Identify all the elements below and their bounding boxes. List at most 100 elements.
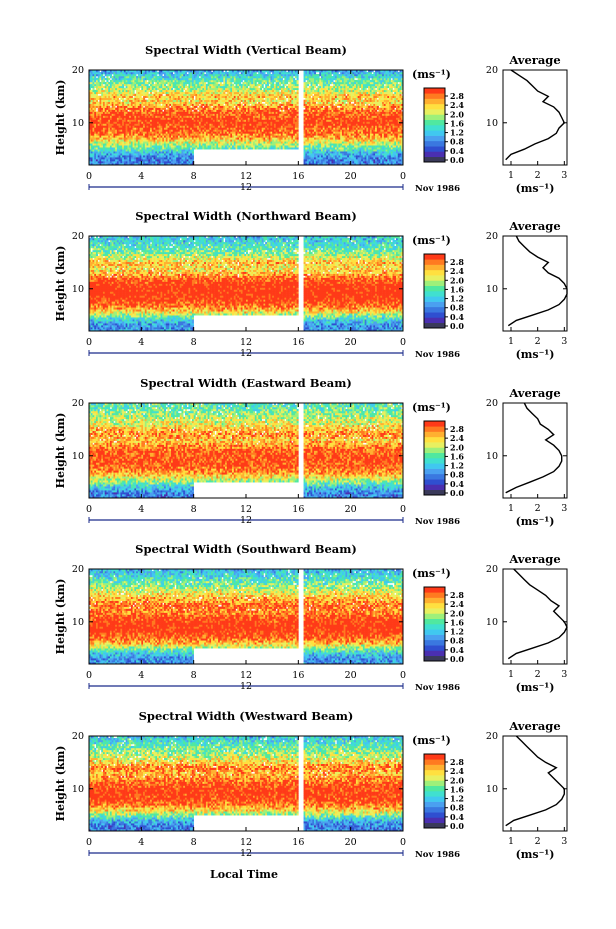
- heatmap-cell: [326, 155, 328, 157]
- heatmap-cell: [384, 153, 386, 155]
- heatmap-cell: [188, 157, 190, 159]
- heatmap-cell: [307, 153, 309, 155]
- heatmap-cell: [180, 157, 182, 159]
- heatmap-cell: [129, 153, 131, 155]
- heatmap-cell: [318, 151, 320, 153]
- heatmap-cell: [382, 151, 384, 153]
- heatmap-cell: [136, 161, 138, 163]
- heatmap-cell: [122, 161, 124, 163]
- heatmap-cell: [356, 159, 358, 161]
- heatmap-cell: [356, 151, 358, 153]
- heatmap-cell: [366, 157, 368, 159]
- heatmap-cell: [148, 159, 150, 161]
- heatmap-cell: [319, 161, 321, 163]
- heatmap-cell: [129, 159, 131, 161]
- heatmap-cell: [126, 157, 128, 159]
- heatmap-cell: [347, 161, 349, 163]
- heatmap-cell: [342, 161, 344, 163]
- heatmap-cell: [331, 159, 333, 161]
- heatmap-cell: [349, 153, 351, 155]
- heatmap-cell: [372, 161, 374, 163]
- heatmap-cell: [138, 159, 140, 161]
- heatmap-cell: [105, 153, 107, 155]
- heatmap-cell: [162, 161, 164, 163]
- heatmap-cell: [115, 153, 117, 155]
- heatmap-cell: [309, 155, 311, 157]
- heatmap-cell: [159, 155, 161, 157]
- heatmap-cell: [372, 159, 374, 161]
- heatmap-cell: [136, 153, 138, 155]
- heatmap-cell: [349, 159, 351, 161]
- heatmap-cell: [396, 151, 398, 153]
- heatmap-cell: [129, 155, 131, 157]
- heatmap-cell: [312, 157, 314, 159]
- heatmap-cell: [171, 159, 173, 161]
- heatmap-cell: [91, 161, 93, 163]
- heatmap-cell: [187, 151, 189, 153]
- heatmap-cell: [347, 159, 349, 161]
- heatmap-cell: [384, 155, 386, 157]
- heatmap-cell: [180, 155, 182, 157]
- heatmap-cell: [91, 149, 93, 151]
- heatmap-cell: [159, 153, 161, 155]
- heatmap-cell: [136, 151, 138, 153]
- heatmap-cell: [312, 161, 314, 163]
- heatmap-cell: [159, 157, 161, 159]
- heatmap-cell: [377, 157, 379, 159]
- heatmap-cell: [105, 157, 107, 159]
- heatmap-cell: [394, 161, 396, 163]
- heatmap-cell: [326, 153, 328, 155]
- heatmap-cell: [133, 153, 135, 155]
- heatmap-cell: [387, 153, 389, 155]
- heatmap-cell: [174, 159, 176, 161]
- heatmap-cell: [91, 153, 93, 155]
- heatmap-cell: [363, 157, 365, 159]
- heatmap-cell: [140, 159, 142, 161]
- heatmap-cell: [331, 157, 333, 159]
- heatmap-cell: [389, 151, 391, 153]
- heatmap-cell: [92, 157, 94, 159]
- heatmap-cell: [94, 157, 96, 159]
- heatmap-cell: [333, 153, 335, 155]
- heatmap-cell: [105, 161, 107, 163]
- heatmap-cell: [345, 159, 347, 161]
- heatmap-cell: [171, 161, 173, 163]
- heatmap-cell: [314, 149, 316, 151]
- heatmap-cell: [164, 157, 166, 159]
- heatmap-cell: [147, 161, 149, 163]
- heatmap-cell: [106, 155, 108, 157]
- heatmap-cell: [373, 151, 375, 153]
- heatmap-cell: [178, 159, 180, 161]
- heatmap-cell: [162, 151, 164, 153]
- heatmap-cell: [344, 153, 346, 155]
- heatmap-cell: [122, 149, 124, 151]
- heatmap-cell: [340, 151, 342, 153]
- heatmap-cell: [154, 157, 156, 159]
- heatmap-cell: [122, 153, 124, 155]
- heatmap-cell: [382, 153, 384, 155]
- heatmap-cell: [323, 153, 325, 155]
- heatmap-cell: [190, 161, 192, 163]
- heatmap-cell: [359, 159, 361, 161]
- heatmap-cell: [338, 151, 340, 153]
- heatmap-cell: [141, 157, 143, 159]
- heatmap-cell: [380, 153, 382, 155]
- heatmap-cell: [171, 153, 173, 155]
- heatmap-cell: [345, 153, 347, 155]
- heatmap-cell: [143, 153, 145, 155]
- heatmap-cell: [105, 159, 107, 161]
- heatmap-cell: [319, 159, 321, 161]
- heatmap-cell: [328, 159, 330, 161]
- heatmap-cell: [382, 157, 384, 159]
- heatmap-cell: [373, 155, 375, 157]
- heatmap-cell: [169, 149, 171, 151]
- heatmap-cell: [363, 155, 365, 157]
- heatmap-cell: [143, 161, 145, 163]
- heatmap-cell: [174, 153, 176, 155]
- heatmap-cell: [340, 155, 342, 157]
- heatmap-cell: [316, 161, 318, 163]
- heatmap-cell: [335, 155, 337, 157]
- heatmap-cell: [178, 157, 180, 159]
- heatmap-cell: [342, 151, 344, 153]
- heatmap-cell: [396, 161, 398, 163]
